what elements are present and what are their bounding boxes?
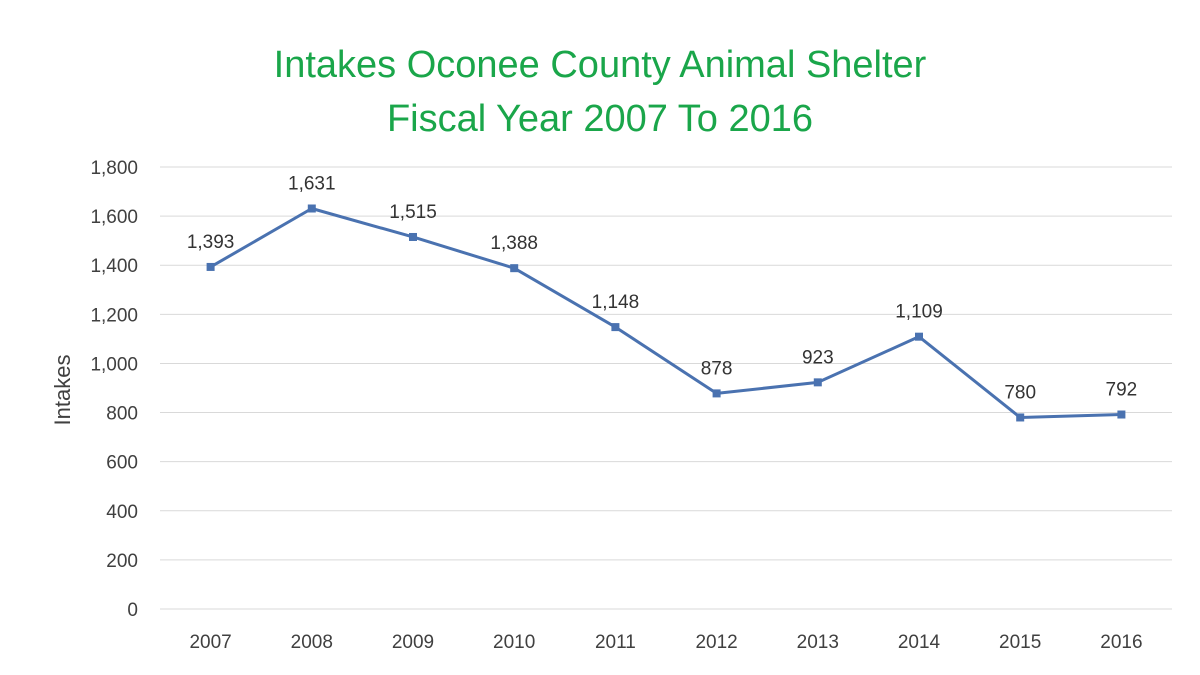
y-tick-label: 1,800 xyxy=(90,158,138,179)
data-point-marker xyxy=(206,262,215,271)
x-tick-label: 2010 xyxy=(493,632,535,653)
y-tick-label: 1,400 xyxy=(90,256,138,277)
data-label: 1,393 xyxy=(187,232,235,253)
data-label: 1,148 xyxy=(592,292,640,313)
x-tick-label: 2015 xyxy=(999,632,1041,653)
data-point-marker xyxy=(1117,410,1126,419)
x-tick-label: 2008 xyxy=(291,632,333,653)
y-axis-tick-labels: 0 200 400 600 800 1,000 1,200 1,400 1,600 1,800 xyxy=(90,158,138,621)
y-tick-label: 1,200 xyxy=(90,305,138,326)
x-tick-label: 2011 xyxy=(595,632,636,653)
data-label: 1,388 xyxy=(490,233,538,254)
marker-layer xyxy=(206,204,1126,422)
chart-title: Intakes Oconee County Animal Shelter xyxy=(273,44,927,86)
x-tick-label: 2009 xyxy=(392,632,434,653)
data-label-layer: 1,393 1,631 1,515 1,388 1,148 878 923 1,109 780 7… xyxy=(187,173,1137,403)
data-point-marker xyxy=(307,204,316,213)
data-label: 1,631 xyxy=(288,173,336,194)
x-tick-label: 2016 xyxy=(1100,632,1142,653)
data-point-marker xyxy=(611,323,620,332)
data-point-marker xyxy=(915,332,923,341)
data-point-marker xyxy=(510,264,519,273)
data-point-marker xyxy=(1016,413,1025,422)
data-label: 1,109 xyxy=(895,302,943,323)
x-tick-label: 2013 xyxy=(797,632,839,653)
y-tick-label: 0 xyxy=(127,600,138,621)
data-point-marker xyxy=(712,389,721,398)
x-tick-label: 2014 xyxy=(898,632,941,653)
series-line xyxy=(209,206,1122,419)
data-label: 878 xyxy=(701,358,733,379)
y-tick-label: 800 xyxy=(106,404,138,425)
y-tick-label: 600 xyxy=(106,453,138,474)
x-tick-label: 2007 xyxy=(189,632,231,653)
data-label: 792 xyxy=(1106,380,1138,401)
series-line-layer xyxy=(209,206,1122,419)
gridlines xyxy=(160,166,1172,610)
y-tick-label: 200 xyxy=(106,551,138,572)
y-tick-label: 1,000 xyxy=(90,354,138,375)
x-axis-tick-labels: 2007 2008 2009 2010 2011 2012 2013 2014 2015 2016 xyxy=(189,632,1142,653)
data-label: 923 xyxy=(802,347,834,368)
data-label: 780 xyxy=(1004,382,1036,403)
y-tick-label: 1,600 xyxy=(90,207,138,228)
x-tick-label: 2012 xyxy=(695,632,737,653)
data-point-marker xyxy=(813,378,822,387)
data-point-marker xyxy=(409,232,417,241)
y-tick-label: 400 xyxy=(106,502,138,523)
y-axis-title: Intakes xyxy=(50,355,75,426)
data-label: 1,515 xyxy=(389,202,437,223)
chart-subtitle: Fiscal Year 2007 To 2016 xyxy=(386,98,814,140)
